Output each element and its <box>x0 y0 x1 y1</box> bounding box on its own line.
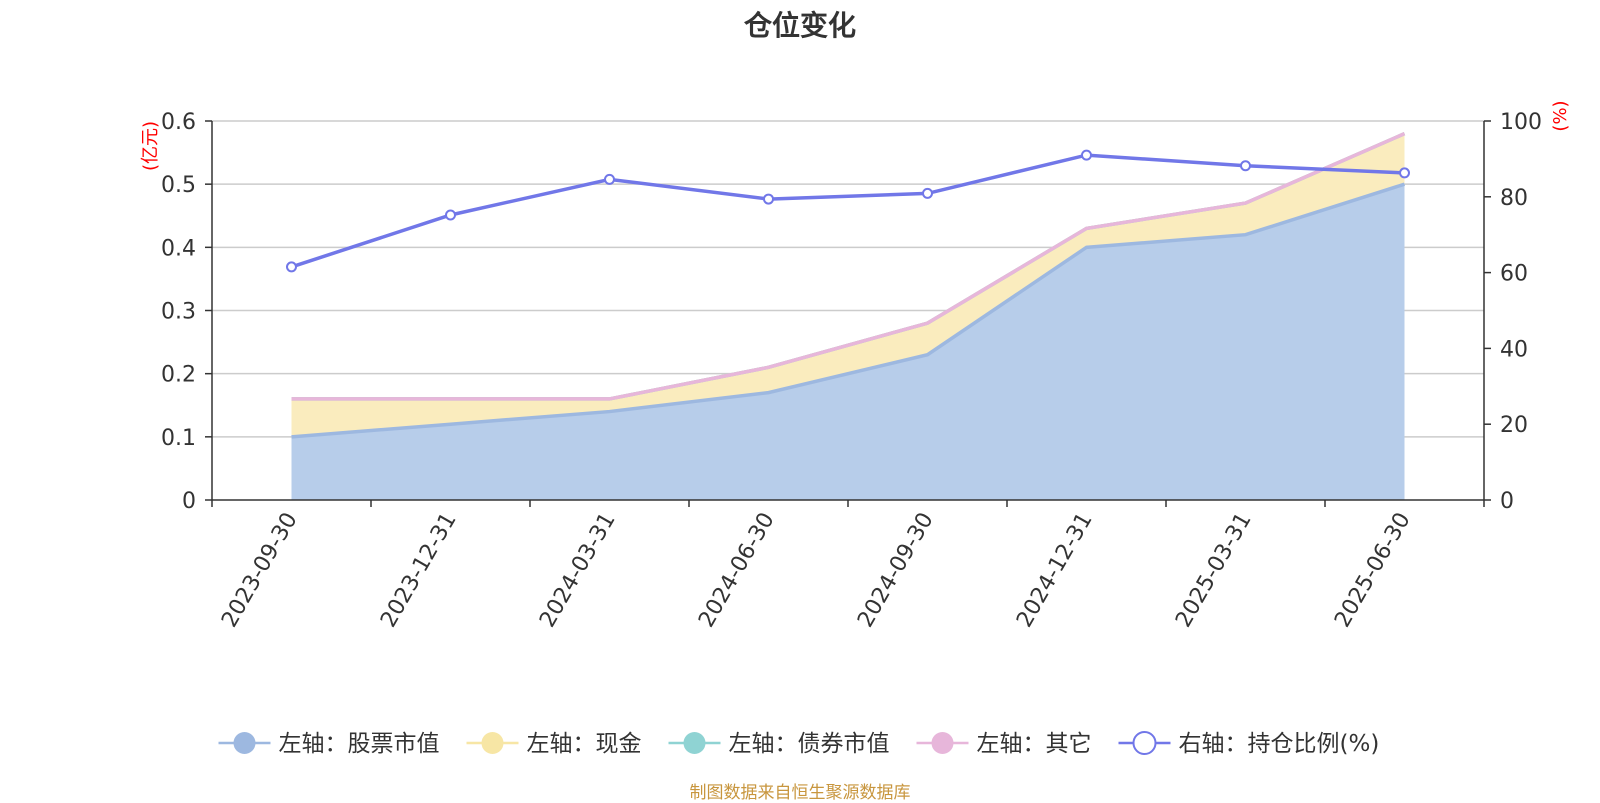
holding-ratio-point <box>1081 149 1092 161</box>
x-axis-tick-label: 2024-12-31 <box>1012 509 1098 632</box>
right-axis-tick-label: 0 <box>1500 489 1514 514</box>
right-axis-tick-label: 20 <box>1500 413 1528 438</box>
left-axis-tick-label: 0.2 <box>161 363 196 388</box>
holding-ratio-point <box>445 209 456 221</box>
holding-ratio-point <box>1399 167 1410 179</box>
x-axis-tick-label: 2025-06-30 <box>1330 509 1416 632</box>
legend-marker-icon <box>1132 731 1157 755</box>
chart-title: 仓位变化 <box>743 9 856 42</box>
legend-marker-icon <box>233 732 256 754</box>
left-axis-tick-label: 0.4 <box>161 236 196 261</box>
stacked-area <box>291 184 1405 500</box>
left-axis-unit: (亿元) <box>140 121 161 171</box>
holding-ratio-line <box>290 153 1405 269</box>
legend-label: 左轴：债券市值 <box>729 731 890 757</box>
legend-marker-icon <box>481 732 504 754</box>
right-axis-tick-label: 60 <box>1500 262 1528 287</box>
left-axis-tick-label: 0.6 <box>161 110 196 135</box>
legend-label: 右轴：持仓比例(%) <box>1179 731 1380 757</box>
right-axis-tick-label: 40 <box>1500 337 1528 362</box>
data-source-note: 制图数据来自恒生聚源数据库 <box>689 783 911 803</box>
legend-label: 左轴：股票市值 <box>279 731 440 757</box>
holding-ratio-point <box>604 173 615 185</box>
stacked-series-line <box>291 132 1406 401</box>
holding-ratio-point <box>763 193 774 205</box>
holding-ratio-point <box>922 187 933 199</box>
stacked-area <box>291 133 1405 437</box>
legend-marker-icon <box>683 732 706 754</box>
x-axis-tick-label: 2023-09-30 <box>217 509 303 632</box>
holding-ratio-point <box>286 261 297 273</box>
x-axis-tick-label: 2024-06-30 <box>694 509 780 632</box>
left-axis-tick-label: 0 <box>182 489 196 514</box>
x-axis-tick-label: 2024-03-31 <box>535 509 621 632</box>
legend-marker-icon <box>931 732 954 754</box>
holding-ratio-point <box>1240 160 1251 172</box>
right-axis-tick-label: 80 <box>1500 186 1528 211</box>
legend-label: 左轴：其它 <box>977 731 1092 757</box>
right-axis-unit: (%) <box>1550 100 1571 131</box>
legend-label: 左轴：现金 <box>527 731 642 757</box>
x-axis-tick-label: 2025-03-31 <box>1171 509 1257 632</box>
left-axis-tick-label: 0.5 <box>161 173 196 198</box>
stacked-series-line <box>291 182 1406 439</box>
left-axis-tick-label: 0.3 <box>161 300 196 325</box>
right-axis-tick-label: 100 <box>1500 110 1542 135</box>
left-axis-tick-label: 0.1 <box>161 426 196 451</box>
x-axis-tick-label: 2024-09-30 <box>853 509 939 632</box>
x-axis-tick-label: 2023-12-31 <box>376 509 462 632</box>
